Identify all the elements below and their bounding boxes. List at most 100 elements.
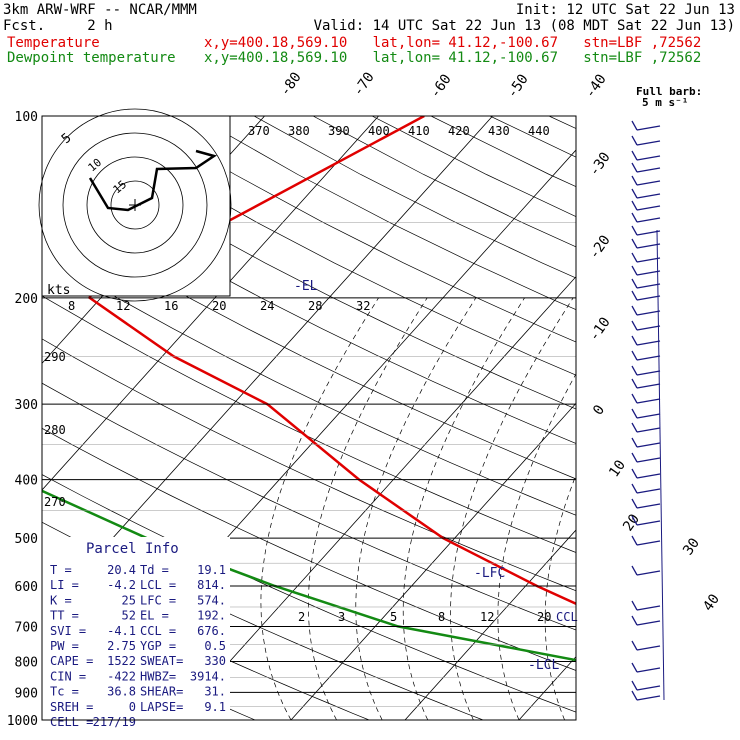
parcel-info-value: 217/19: [93, 715, 136, 729]
mixing-ratio-label: 20: [537, 610, 551, 624]
wind-barb: [631, 468, 638, 479]
parcel-info-value: 2.75: [107, 639, 136, 653]
wind-barb: [636, 325, 661, 331]
wind-barb: [631, 320, 638, 331]
temperature-legend: Temperature: [7, 35, 100, 51]
wind-barb: [631, 135, 638, 146]
parcel-info-key: EL =: [140, 609, 169, 623]
wind-barb: [631, 290, 638, 301]
isotherm-label: 0: [590, 402, 608, 418]
parcel-info-value: 3914.: [190, 669, 226, 683]
dewpoint-location: x,y=400.18,569.10 lat,lon= 41.12,-100.67…: [204, 50, 702, 66]
isotherm-label: 20: [620, 511, 643, 534]
parcel-info-value: 20.4: [107, 563, 136, 577]
isotherm-label: -70: [350, 69, 378, 99]
hodograph-ring: [110, 180, 160, 230]
isotherm-label: -20: [586, 232, 614, 262]
init-time: Init: 12 UTC Sat 22 Jun 13: [515, 2, 735, 18]
valid-time: Valid: 14 UTC Sat 22 Jun 13 (08 MDT Sat …: [313, 18, 735, 34]
wind-barb: [631, 200, 638, 211]
wind-barb: [631, 265, 638, 276]
dewpoint-legend: Dewpoint temperature: [7, 50, 176, 66]
wind-barb: [631, 252, 638, 263]
theta-left-label: 280: [44, 423, 66, 437]
moist-adiabat: [355, 297, 477, 720]
parcel-info-value: 9.1: [204, 700, 226, 714]
moist-adiabat: [402, 297, 525, 720]
moist-adiabat: [640, 298, 740, 720]
wind-barb: [636, 398, 661, 404]
moist-adiabat: [734, 298, 740, 720]
parcel-info-key: TT =: [50, 609, 79, 623]
wind-barb: [631, 225, 638, 236]
theta-left-label: 290: [44, 350, 66, 364]
wind-barb: [631, 335, 638, 346]
wind-legend-title: Full barb:: [636, 85, 702, 98]
moist-adiabat: [592, 298, 719, 720]
parcel-info-value: 25: [122, 593, 136, 607]
dewpoint-profile: [42, 116, 576, 662]
moist-adiabat: [308, 297, 428, 720]
parcel-info-value: 330: [204, 654, 226, 668]
isotherm-line: [0, 116, 37, 733]
pressure-label: 600: [15, 580, 38, 595]
wind-barb: [636, 685, 661, 691]
theta-label: 380: [288, 124, 310, 138]
parcel-info-value: -4.1: [107, 624, 136, 638]
isotherm-label: 40: [700, 591, 723, 614]
wind-barb: [631, 690, 638, 701]
parcel-info-value: -4.2: [107, 578, 136, 592]
wind-barb: [636, 473, 661, 479]
wind-barb: [636, 520, 661, 526]
wind-barb: [636, 167, 661, 173]
theta-label: 410: [408, 124, 430, 138]
parcel-info-key: K =: [50, 593, 72, 607]
parcel-info-value: 36.8: [107, 685, 136, 699]
parcel-info-key: HWBZ=: [140, 669, 176, 683]
parcel-info-key: LI =: [50, 578, 79, 592]
wind-barb: [636, 295, 661, 301]
dry-adiabat: [42, 130, 576, 410]
isotherm-label: -40: [582, 71, 610, 101]
moist-adiabat: [687, 298, 740, 720]
isotherm-line: [42, 116, 493, 618]
wind-barb: [636, 645, 661, 651]
isotherm-label: -50: [504, 71, 532, 101]
wind-barb: [631, 535, 638, 546]
wind-barb: [631, 452, 638, 463]
ccl-annotation: CCL: [556, 610, 578, 624]
wind-barb: [636, 180, 661, 186]
pressure-label: 700: [15, 620, 38, 635]
mixing-ratio-label: 12: [480, 610, 494, 624]
wind-barb: [631, 162, 638, 173]
isotherm-label: -80: [277, 69, 305, 99]
wind-barb: [631, 680, 638, 691]
moist-adiabat: [260, 297, 379, 720]
plot-frame: [41, 115, 577, 721]
isotherm-line: [518, 656, 576, 720]
parcel-info-value: 0.5: [204, 639, 226, 653]
lcl-annotation: -LCL: [528, 658, 559, 673]
hodograph-ring: [86, 156, 184, 254]
dry-adiabat: [489, 116, 576, 158]
mixing-ratio-label: 8: [438, 610, 445, 624]
theta-label: 440: [528, 124, 550, 138]
wind-barb: [631, 640, 638, 651]
parcel-info-key: SVI =: [50, 624, 86, 638]
dry-adiabat: [42, 171, 576, 444]
wind-barb: [631, 120, 638, 131]
hodograph-speed-label: 20: [212, 299, 226, 313]
isotherm-label: -30: [586, 149, 614, 179]
wind-staff: [656, 229, 665, 701]
wind-barb: [631, 188, 638, 199]
parcel-info-value: -422: [107, 669, 136, 683]
wind-barb: [631, 515, 638, 526]
wind-barb: [631, 393, 638, 404]
isotherm-line: [42, 116, 379, 491]
pressure-label: 100: [15, 110, 38, 125]
wind-barb: [636, 383, 661, 389]
parcel-info-value: 52: [122, 609, 136, 623]
wind-barb: [636, 695, 661, 701]
parcel-info-value: 814.: [197, 578, 226, 592]
dry-adiabat: [371, 116, 576, 218]
